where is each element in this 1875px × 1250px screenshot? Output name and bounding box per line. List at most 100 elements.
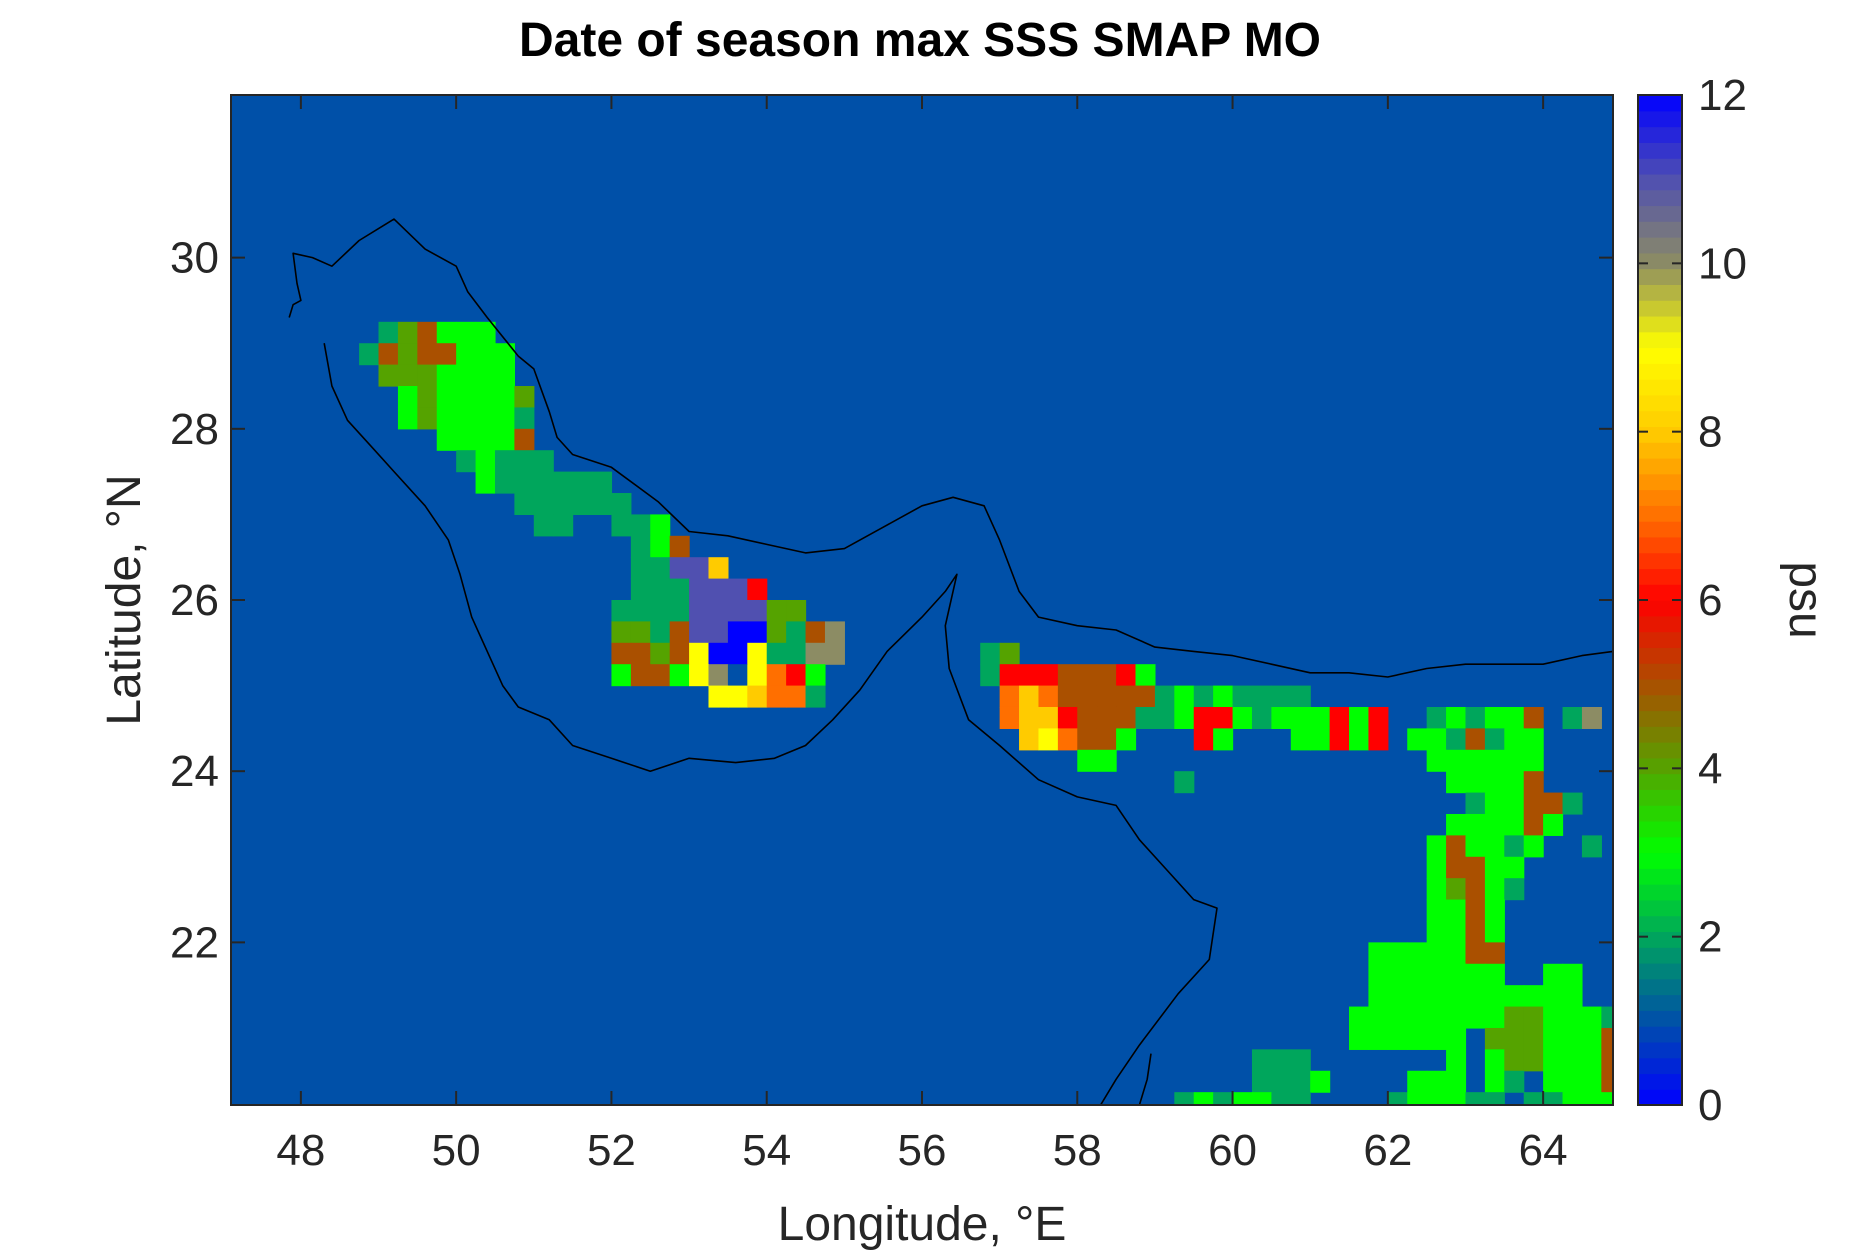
heatmap-cell [456,321,477,344]
heatmap-cell [1174,1092,1195,1105]
colorbar-segment [1638,300,1682,317]
heatmap-cell [1581,835,1602,858]
colorbar-segment [1638,1010,1682,1027]
heatmap-cell [1426,835,1447,858]
x-tick-label: 56 [898,1126,947,1175]
colorbar-segment [1638,820,1682,838]
colorbar-tick-label: 0 [1698,1081,1722,1130]
y-tick-label: 24 [170,747,219,796]
heatmap-cell [1581,706,1602,729]
heatmap-cell [1116,728,1137,751]
heatmap-cell [475,386,496,409]
heatmap-cell [1484,706,1505,729]
heatmap-cell [727,664,748,687]
heatmap-cell [1562,1092,1583,1105]
colorbar-segment [1638,710,1682,727]
heatmap-cell [1504,749,1525,772]
heatmap-cell [1465,813,1486,836]
heatmap-cell [786,600,807,622]
heatmap-cell [1543,1006,1564,1029]
heatmap-cell [747,664,768,687]
heatmap-cell [708,600,729,622]
heatmap-cell [1310,1070,1331,1093]
colorbar-segment [1638,426,1682,443]
x-tick-label: 50 [432,1126,481,1175]
heatmap-cell [1426,728,1447,751]
heatmap-cell [1484,878,1505,901]
heatmap-cell [1484,942,1505,965]
heatmap-cell [1484,920,1505,943]
heatmap-cell [475,321,496,344]
heatmap-cell [1057,664,1078,687]
heatmap-cell [1368,728,1389,751]
colorbar-segment [1638,189,1682,207]
heatmap-cell [1465,835,1486,858]
heatmap-cell [766,600,787,622]
x-tick-label: 48 [276,1126,325,1175]
heatmap-cell [1543,985,1564,1008]
heatmap-cell [1446,942,1467,965]
heatmap-cell [1329,706,1350,729]
heatmap-cell [1562,1049,1583,1072]
heatmap-cell [1135,664,1156,687]
colorbar-segment [1638,584,1682,601]
heatmap-cell [359,343,380,366]
heatmap-cell [1465,878,1486,901]
heatmap-cell [727,685,748,708]
y-tick-label: 30 [170,234,219,283]
heatmap-cell [1504,792,1525,815]
heatmap-cell [1446,963,1467,986]
heatmap-cell [1349,1006,1370,1029]
heatmap-cell [1562,1006,1583,1029]
colorbar-segment [1638,773,1682,790]
heatmap-cell [669,578,690,601]
heatmap-cell [553,514,574,537]
heatmap-cell [1019,706,1040,729]
plot-area: 48 50 52 54 56 58 60 62 64 22 24 26 28 30 [170,94,1614,1175]
colorbar-segment [1638,805,1682,822]
colorbar-tick-label: 10 [1698,239,1747,288]
heatmap-cell [1019,728,1040,751]
heatmap-cell [708,642,729,665]
heatmap-cell [397,407,418,430]
heatmap-cell [1387,942,1408,965]
coastline-south-tail [1138,1053,1152,1105]
heatmap-cell [1465,856,1486,879]
heatmap-cell [1523,1006,1544,1029]
heatmap-cell [630,578,651,601]
heatmap-cell [1349,1027,1370,1050]
heatmap-cell [1465,920,1486,943]
heatmap-cell [1465,1006,1486,1029]
heatmap-cell [1562,792,1583,815]
heatmap-cell [1446,985,1467,1008]
heatmap-cell [1446,856,1467,879]
heatmap-cell [417,407,438,430]
heatmap-cell [669,642,690,665]
colorbar-segment [1638,252,1682,270]
x-axis-ticks: 48 50 52 54 56 58 60 62 64 [276,95,1568,1175]
heatmap-cell [1096,664,1117,687]
heatmap-cell [1232,685,1253,708]
heatmap-cell [1407,1006,1428,1029]
colorbar-segment [1638,678,1682,696]
heatmap-cell [611,642,632,665]
heatmap-cell [1581,1070,1602,1093]
colorbar-segment [1638,221,1682,238]
heatmap-cell [1077,728,1098,751]
heatmap-cell [1581,1027,1602,1050]
heatmap-cell [1057,685,1078,708]
heatmap-cell [630,514,651,537]
heatmap-cell [824,642,845,665]
heatmap-cell [1523,728,1544,751]
heatmap-cell [436,321,457,344]
x-tick-label: 62 [1363,1126,1412,1175]
colorbar-segment [1638,852,1682,869]
colorbar-segment [1638,394,1682,412]
heatmap-cell [650,642,671,665]
heatmap-cell [397,321,418,344]
colorbar-segment [1638,410,1682,428]
heatmap-cell [1504,771,1525,794]
heatmap-cell [1193,1092,1214,1105]
heatmap-cell [786,642,807,665]
heatmap-cell [1426,1006,1447,1029]
